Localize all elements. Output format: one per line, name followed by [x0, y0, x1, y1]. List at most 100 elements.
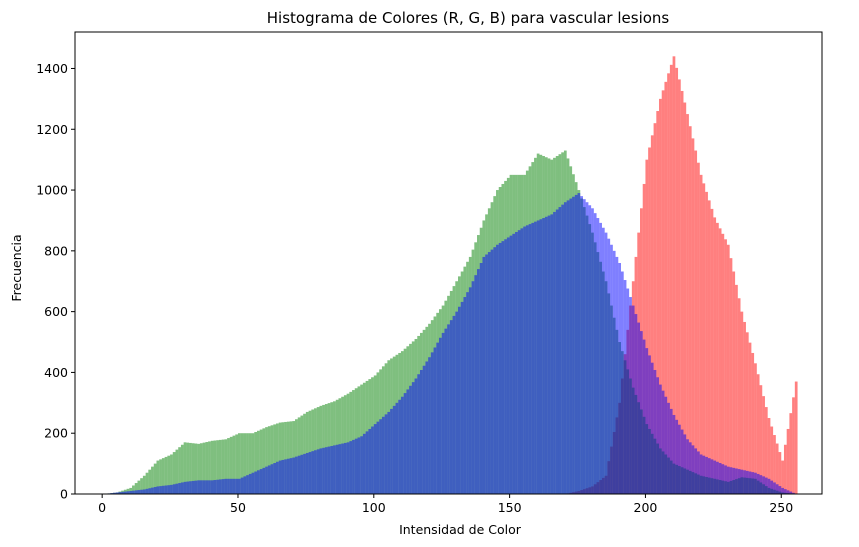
bar-B-153 — [517, 230, 521, 495]
bar-B-219 — [697, 451, 700, 494]
bar-R-251 — [783, 444, 787, 494]
bar-B-27 — [175, 483, 179, 494]
bar-B-221 — [702, 455, 706, 494]
bar-B-70 — [292, 457, 296, 494]
bar-B-74 — [303, 453, 306, 494]
bar-B-222 — [705, 456, 708, 494]
bar-B-138 — [477, 269, 480, 494]
bar-G-62 — [270, 425, 274, 494]
bar-B-55 — [251, 472, 255, 494]
bar-B-100 — [373, 424, 377, 494]
x-tick-label: 200 — [634, 500, 658, 515]
bar-G-17 — [148, 469, 152, 494]
bar-R-218 — [694, 150, 698, 495]
bar-B-43 — [218, 479, 222, 494]
bar-B-84 — [330, 445, 334, 494]
bar-B-143 — [490, 249, 494, 494]
bar-B-196 — [634, 314, 638, 494]
bar-B-152 — [515, 232, 518, 494]
bar-B-80 — [319, 448, 323, 494]
bar-B-243 — [762, 476, 765, 494]
bar-B-123 — [436, 342, 439, 494]
bar-B-59 — [262, 467, 266, 494]
bar-G-12 — [134, 483, 138, 494]
bar-B-106 — [390, 408, 393, 494]
bar-B-185 — [604, 232, 608, 495]
bar-B-167 — [555, 209, 559, 494]
bar-R-215 — [686, 114, 689, 494]
bar-G-68 — [286, 421, 290, 494]
bar-B-62 — [270, 464, 274, 494]
bar-B-44 — [221, 479, 225, 494]
bar-B-39 — [208, 480, 211, 494]
bar-B-241 — [756, 473, 760, 494]
bar-B-247 — [773, 482, 776, 494]
bar-B-131 — [458, 306, 461, 494]
bar-G-75 — [305, 411, 309, 494]
bar-G-40 — [210, 440, 214, 494]
bar-R-216 — [688, 126, 692, 494]
bar-B-132 — [460, 301, 464, 494]
bar-B-75 — [305, 452, 309, 494]
bar-B-244 — [764, 477, 768, 494]
bar-B-137 — [474, 275, 478, 494]
bar-B-170 — [563, 202, 567, 494]
bar-B-73 — [300, 454, 304, 494]
bar-B-95 — [360, 436, 363, 494]
bar-G-42 — [216, 440, 219, 494]
y-tick-label: 1000 — [36, 183, 68, 198]
bar-B-45 — [224, 478, 228, 494]
bar-G-47 — [229, 436, 233, 494]
bar-B-159 — [534, 221, 537, 494]
bar-B-240 — [754, 472, 757, 494]
bar-B-158 — [531, 222, 535, 494]
bar-B-63 — [273, 463, 277, 494]
bar-B-193 — [626, 288, 630, 494]
bar-G-45 — [224, 439, 228, 494]
bar-B-35 — [197, 480, 200, 494]
bar-B-242 — [759, 475, 763, 494]
bar-R-225 — [713, 217, 717, 494]
bar-B-186 — [607, 238, 611, 494]
bar-B-182 — [596, 218, 600, 494]
x-tick-label: 150 — [498, 500, 522, 515]
bar-G-57 — [257, 430, 260, 494]
bar-R-214 — [683, 102, 687, 495]
bar-B-7 — [121, 491, 124, 494]
bar-B-13 — [137, 490, 141, 494]
x-tick-label: 250 — [769, 500, 793, 515]
bar-G-63 — [273, 424, 277, 494]
bar-B-180 — [591, 208, 594, 495]
bar-B-20 — [156, 486, 160, 494]
bar-R-213 — [680, 90, 684, 494]
bar-B-114 — [411, 382, 415, 494]
bar-B-25 — [170, 484, 173, 494]
bar-G-60 — [265, 427, 268, 494]
bar-R-243 — [762, 396, 765, 494]
y-tick-label: 0 — [60, 487, 68, 502]
bar-G-15 — [142, 475, 146, 494]
bar-G-70 — [292, 421, 296, 494]
bar-R-231 — [729, 258, 733, 494]
bar-R-229 — [724, 239, 727, 494]
bar-B-99 — [371, 426, 374, 494]
bar-B-216 — [688, 442, 692, 494]
bar-B-5 — [115, 492, 119, 494]
bar-B-194 — [629, 297, 632, 494]
bar-B-42 — [216, 479, 219, 494]
bar-B-8 — [123, 491, 127, 494]
bar-B-230 — [726, 466, 730, 494]
bar-B-188 — [612, 250, 616, 494]
bar-B-107 — [392, 405, 396, 494]
bar-B-179 — [588, 205, 592, 494]
bar-R-248 — [775, 443, 779, 494]
bar-R-245 — [767, 418, 771, 494]
plot-frame — [74, 31, 823, 495]
bar-B-149 — [506, 237, 510, 494]
bar-B-57 — [257, 470, 260, 494]
bar-R-220 — [699, 174, 703, 495]
bar-B-202 — [650, 362, 654, 494]
y-axis-label: Frecuencia — [9, 234, 24, 301]
bar-G-32 — [189, 442, 192, 494]
